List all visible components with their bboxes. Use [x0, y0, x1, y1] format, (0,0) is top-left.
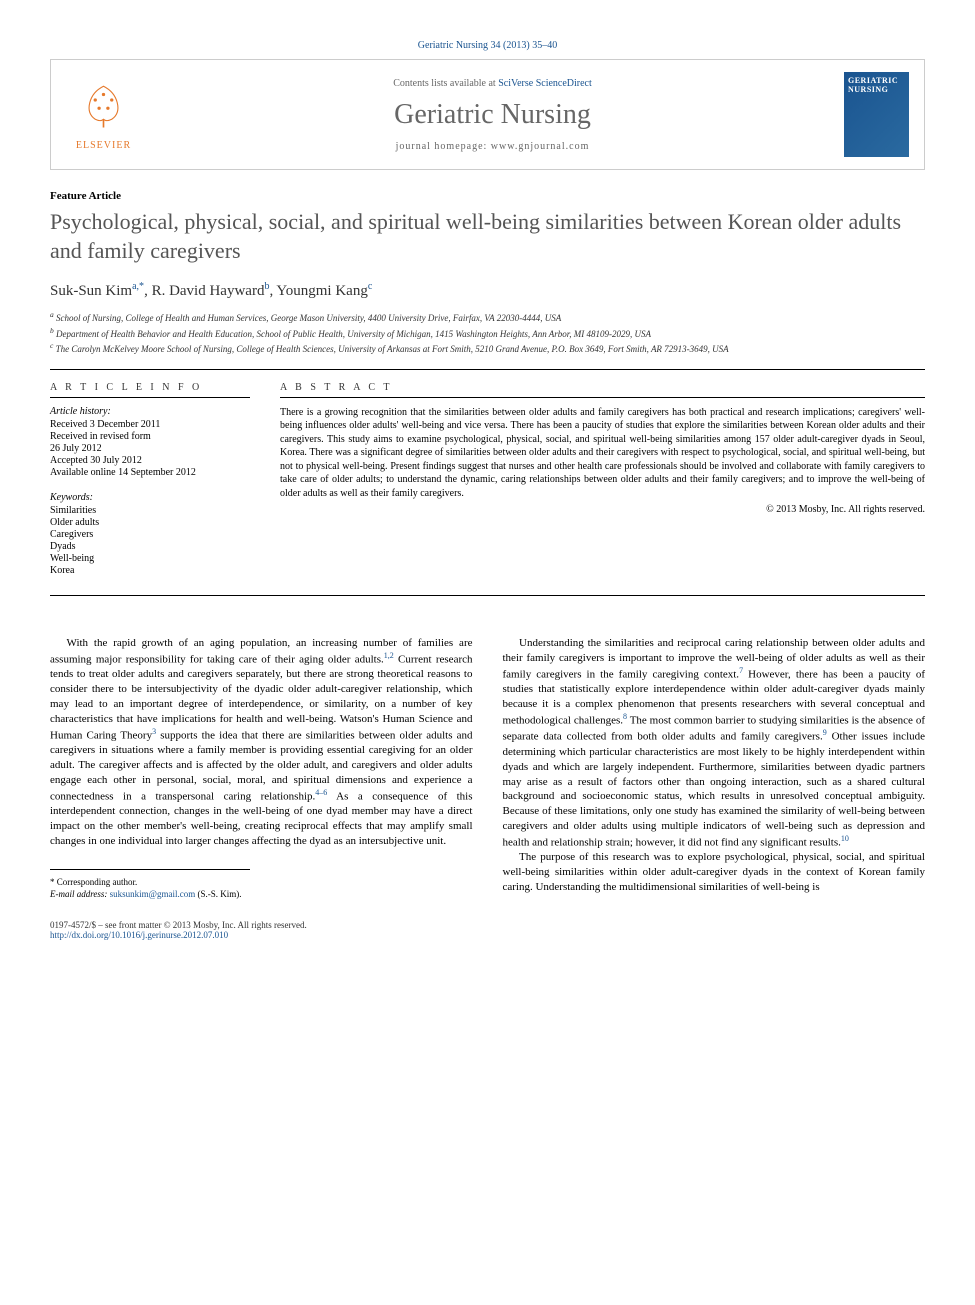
keywords-block: Keywords: Similarities Older adults Care… — [50, 492, 250, 576]
footnote-block: * Corresponding author. E-mail address: … — [50, 869, 250, 900]
abstract-text: There is a growing recognition that the … — [280, 406, 925, 501]
email-line: E-mail address: suksunkim@gmail.com (S.-… — [50, 888, 250, 900]
history-item: Received in revised form — [50, 431, 250, 442]
affiliation: b Department of Health Behavior and Heal… — [50, 326, 925, 341]
keywords-label: Keywords: — [50, 492, 250, 503]
history-item: Accepted 30 July 2012 — [50, 455, 250, 466]
keyword: Similarities — [50, 505, 250, 516]
journal-cover-thumb: GERIATRIC NURSING — [844, 72, 909, 157]
author-email[interactable]: suksunkim@gmail.com — [110, 889, 196, 899]
affiliations: a School of Nursing, College of Health a… — [50, 310, 925, 370]
body-paragraph: The purpose of this research was to expl… — [503, 850, 926, 895]
keyword: Well-being — [50, 553, 250, 564]
body-col-right: Understanding the similarities and recip… — [503, 636, 926, 900]
elsevier-tree-icon — [76, 78, 131, 133]
doi-link[interactable]: http://dx.doi.org/10.1016/j.gerinurse.20… — [50, 930, 925, 940]
contents-line: Contents lists available at SciVerse Sci… — [141, 78, 844, 89]
body-paragraph: Understanding the similarities and recip… — [503, 636, 926, 850]
author: R. David Haywardb — [152, 283, 270, 299]
history-label: Article history: — [50, 406, 250, 417]
journal-name: Geriatric Nursing — [141, 99, 844, 131]
publisher-name: ELSEVIER — [66, 140, 141, 151]
affiliation: c The Carolyn McKelvey Moore School of N… — [50, 341, 925, 356]
front-matter-line: 0197-4572/$ – see front matter © 2013 Mo… — [50, 920, 925, 930]
info-heading: A R T I C L E I N F O — [50, 382, 250, 398]
history-item: Available online 14 September 2012 — [50, 467, 250, 478]
author: Youngmi Kangc — [276, 283, 372, 299]
journal-homepage: journal homepage: www.gnjournal.com — [141, 141, 844, 152]
history-item: Received 3 December 2011 — [50, 419, 250, 430]
cover-title: GERIATRIC NURSING — [848, 76, 905, 94]
authors-line: Suk-Sun Kima,*, R. David Haywardb, Young… — [50, 281, 925, 300]
body-col-left: With the rapid growth of an aging popula… — [50, 636, 473, 900]
body-columns: With the rapid growth of an aging popula… — [50, 636, 925, 900]
citation-line: Geriatric Nursing 34 (2013) 35–40 — [50, 40, 925, 51]
affiliation: a School of Nursing, College of Health a… — [50, 310, 925, 325]
sciencedirect-link[interactable]: SciVerse ScienceDirect — [498, 78, 592, 89]
abstract-copyright: © 2013 Mosby, Inc. All rights reserved. — [280, 504, 925, 515]
header-center: Contents lists available at SciVerse Sci… — [141, 78, 844, 152]
body-paragraph: With the rapid growth of an aging popula… — [50, 636, 473, 849]
keyword: Caregivers — [50, 529, 250, 540]
journal-header: ELSEVIER Contents lists available at Sci… — [50, 59, 925, 170]
abstract-column: A B S T R A C T There is a growing recog… — [280, 382, 925, 577]
author: Suk-Sun Kima,* — [50, 283, 144, 299]
article-info: A R T I C L E I N F O Article history: R… — [50, 382, 250, 577]
keyword: Older adults — [50, 517, 250, 528]
corresponding-author: * Corresponding author. — [50, 876, 250, 888]
contents-prefix: Contents lists available at — [393, 78, 498, 89]
page-footer: 0197-4572/$ – see front matter © 2013 Mo… — [50, 920, 925, 940]
info-abstract-row: A R T I C L E I N F O Article history: R… — [50, 382, 925, 596]
keyword: Korea — [50, 565, 250, 576]
article-title: Psychological, physical, social, and spi… — [50, 208, 925, 265]
keyword: Dyads — [50, 541, 250, 552]
history-item: 26 July 2012 — [50, 443, 250, 454]
article-type: Feature Article — [50, 190, 925, 202]
abstract-heading: A B S T R A C T — [280, 382, 925, 398]
publisher-logo: ELSEVIER — [66, 78, 141, 151]
